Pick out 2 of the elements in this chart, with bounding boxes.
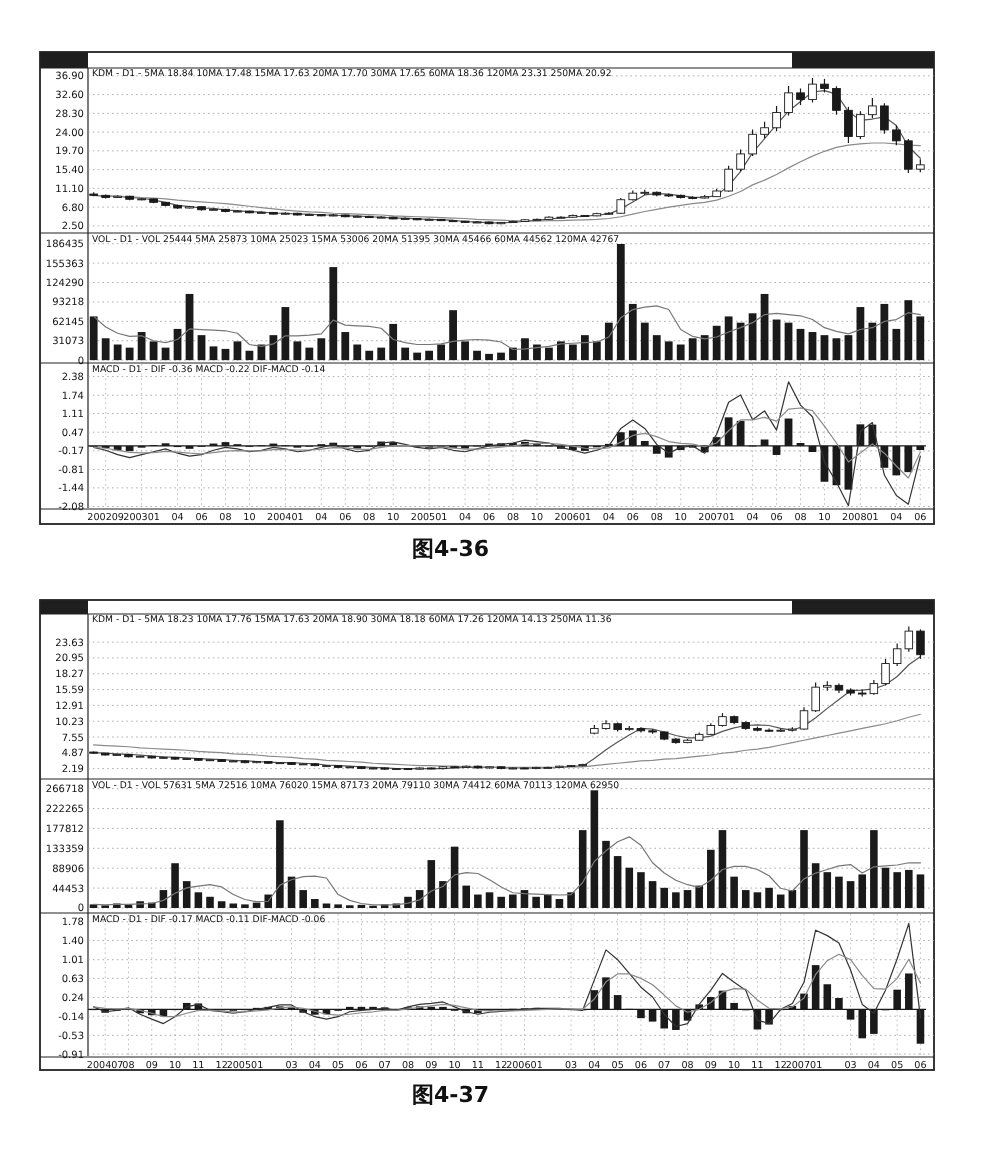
caption: 图4-36 — [412, 536, 490, 562]
caption: 图4-37 — [412, 1082, 490, 1108]
